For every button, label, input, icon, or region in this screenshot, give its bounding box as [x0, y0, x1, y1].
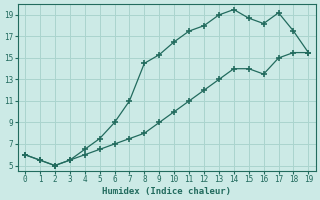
- X-axis label: Humidex (Indice chaleur): Humidex (Indice chaleur): [102, 187, 231, 196]
